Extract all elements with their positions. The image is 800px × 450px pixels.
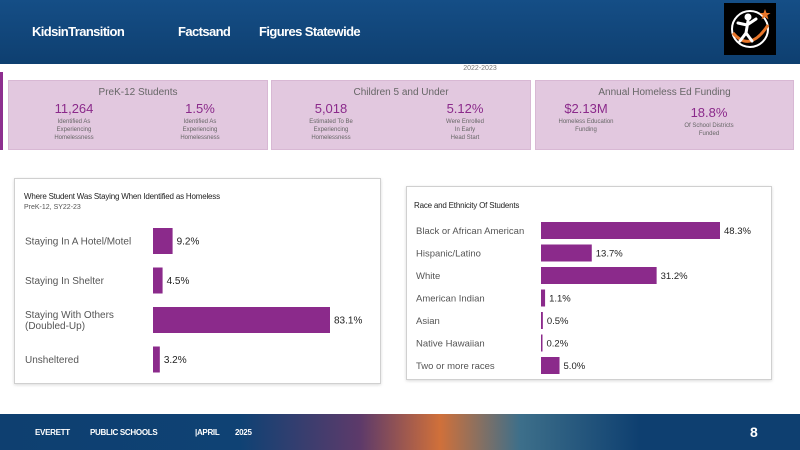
stat-value: 5,018 [314, 101, 348, 116]
chart-subtitle: PreK-12, SY22-23 [24, 204, 81, 211]
stat-value: 1.5% [185, 101, 215, 116]
stat-label: Homeless Education Funding [558, 119, 614, 133]
stat-students-identified: 11,264 Identified As Experiencing Homeless… [29, 101, 119, 142]
category-label: Hispanic/Latino [416, 248, 481, 259]
year-label: 2022-2023 [463, 65, 497, 72]
stat-label: Identified As Experiencing Homelessness [54, 119, 94, 141]
card-prek12: PreK-12 Students 11,264 Identified As Exp… [8, 80, 268, 150]
stat-label: Were Enrolled In Early Head Start [446, 119, 484, 141]
bar [541, 289, 546, 307]
category-label: Asian [416, 316, 440, 327]
value-label: 3.2% [164, 355, 187, 366]
category-label: Staying In Shelter [25, 276, 105, 287]
value-label: 0.5% [547, 316, 569, 327]
category-label: Staying With Others (Doubled-Up) [25, 310, 114, 332]
kids-in-transition-logo [724, 3, 776, 55]
stat-value: 18.8% [690, 105, 728, 120]
bar [153, 346, 160, 373]
chart-title: Race and Ethnicity Of Students [414, 201, 520, 210]
footer-year: 2025 [235, 428, 252, 437]
bar [153, 267, 163, 294]
value-label: 5.0% [564, 361, 586, 372]
value-label: 4.5% [167, 276, 190, 287]
value-label: 1.1% [549, 293, 571, 304]
value-label: 9.2% [177, 237, 200, 248]
stat-value: $2.13M [564, 101, 608, 116]
stat-value: 5.12% [446, 101, 484, 116]
category-label: Two or more races [416, 361, 495, 372]
category-label: Native Hawaiian [416, 338, 485, 349]
bar [541, 222, 720, 239]
stat-value: 11,264 [54, 101, 94, 116]
category-label: American Indian [416, 293, 485, 304]
stat-children-estimated: 5,018 Estimated To Be Experiencing Homeles… [286, 101, 376, 142]
header-bar [0, 0, 800, 64]
stat-districts-funded: 18.8% Of School Districts Funded [664, 105, 754, 138]
category-label: Staying In A Hotel/Motel [25, 237, 131, 248]
footer-org2: PUBLIC SCHOOLS [90, 428, 158, 437]
stat-percent-identified: 1.5% Identified As Experiencing Homelessne… [155, 101, 245, 142]
page-number: 8 [750, 424, 758, 440]
stat-label: Identified As Experiencing Homelessness [180, 119, 220, 141]
bar [541, 244, 592, 262]
stat-label: Estimated To Be Experiencing Homelessness [309, 119, 353, 141]
bar [153, 228, 173, 254]
card-title: Children 5 and Under [353, 87, 449, 98]
card-children-5-under: Children 5 and Under 5,018 Estimated To … [271, 80, 531, 150]
living-situation-panel [14, 178, 381, 384]
category-label: Black or African American [416, 226, 524, 237]
stat-funding-amount: $2.13M Homeless Education Funding [544, 101, 628, 134]
year-strip [0, 64, 800, 76]
footer-org1: EVERETT [35, 428, 70, 437]
bar [541, 334, 543, 352]
header-title-part1: KidsinTransition [32, 24, 125, 39]
value-label: 31.2% [661, 271, 688, 282]
category-label: Unsheltered [25, 355, 79, 366]
chart-title: Where Student Was Staying When Identifie… [24, 192, 220, 201]
value-label: 83.1% [334, 316, 362, 327]
category-label: White [416, 271, 440, 282]
value-label: 48.3% [724, 226, 751, 237]
header-title-part3: Figures Statewide [259, 24, 361, 39]
bar [541, 312, 543, 329]
bar [153, 307, 330, 333]
card-title: PreK-12 Students [98, 87, 178, 98]
card-funding: Annual Homeless Ed Funding $2.13M Homele… [535, 80, 794, 150]
bar [541, 267, 657, 284]
header-title-part2: Factsand [178, 24, 231, 39]
value-label: 13.7% [596, 248, 623, 259]
value-label: 0.2% [547, 338, 569, 349]
bar [541, 357, 560, 374]
left-accent-bar [0, 72, 3, 150]
footer-month: |APRIL [195, 428, 220, 437]
stat-label: Of School Districts Funded [684, 123, 734, 137]
footer-bar [0, 414, 800, 450]
card-title: Annual Homeless Ed Funding [598, 87, 731, 98]
stat-early-head-start: 5.12% Were Enrolled In Early Head Start [420, 101, 510, 142]
